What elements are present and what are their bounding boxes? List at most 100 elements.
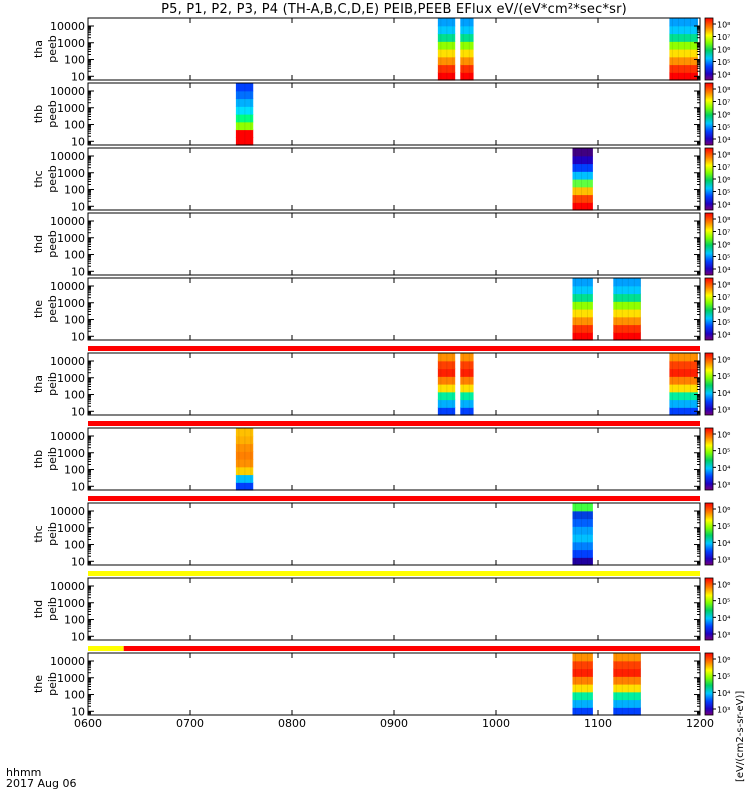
colorbar-tick-label: 10⁶ [717, 111, 730, 120]
data-block [669, 353, 698, 416]
panel-probe-label: tha [32, 375, 45, 393]
data-cell [572, 194, 593, 203]
data-cell [572, 518, 593, 527]
y-tick-label: 10 [71, 630, 85, 643]
data-cell [437, 64, 456, 73]
colorbar-tick-label: 10³ [717, 706, 730, 715]
panel-frame [87, 652, 701, 716]
panel-product-label: peeb [46, 100, 59, 128]
colorbar-tick-label: 10⁴ [717, 614, 730, 623]
y-tick-label: 100 [64, 614, 85, 627]
data-block [572, 278, 593, 341]
colorbar-tick-label: 10⁴ [717, 389, 730, 398]
data-cell [235, 474, 254, 483]
panel-frame [87, 352, 701, 416]
panel-frame [87, 17, 701, 81]
status-bar [88, 646, 700, 651]
data-cell [460, 391, 474, 401]
colorbar-tick-label: 10⁵ [717, 123, 730, 132]
data-cell [235, 114, 254, 123]
y-tick-label: 100 [64, 389, 85, 402]
data-cell [235, 121, 254, 131]
data-cell [460, 376, 474, 385]
colorbar-tick-label: 10³ [717, 406, 730, 415]
data-block [572, 653, 593, 716]
data-block [437, 353, 456, 416]
y-tick-label: 10 [71, 265, 85, 278]
colorbar-tick-label: 10⁷ [717, 163, 730, 172]
y-tick-label: 10 [71, 200, 85, 213]
y-tick-label: 10000 [50, 85, 85, 98]
panel-product-label: peib [46, 522, 59, 546]
panel-frame [87, 277, 701, 341]
data-cell [235, 443, 254, 452]
data-cell [572, 557, 593, 566]
y-tick-label: 1000 [57, 102, 85, 115]
panel-thb-peeb: 10 100 1000 10000 thb peeb 10⁴ 10⁵ 10⁶ 10⁷ 10⁸ [32, 82, 730, 148]
x-tick-label: 0900 [380, 717, 408, 730]
colorbar-tick-label: 10⁷ [717, 33, 730, 42]
panel-the-peeb: 10 100 1000 10000 the peeb 10⁴ 10⁵ 10⁶ 10⁷ 10⁸ [32, 277, 730, 343]
y-tick-label: 100 [64, 184, 85, 197]
panel-probe-label: thc [32, 525, 45, 542]
data-cell [572, 155, 593, 165]
y-tick-label: 10 [71, 135, 85, 148]
data-cell [460, 407, 474, 416]
data-cell [572, 171, 593, 180]
data-cell [572, 309, 593, 318]
data-cell [613, 316, 641, 326]
data-block [460, 18, 474, 81]
data-cell [460, 49, 474, 58]
panel-probe-label: thd [32, 600, 45, 618]
colorbar [704, 147, 714, 211]
colorbar-tick-label: 10⁶ [717, 656, 730, 665]
panel-product-label: peib [46, 672, 59, 696]
data-cell [437, 49, 456, 58]
y-tick-label: 10 [71, 705, 85, 718]
data-cell [613, 293, 641, 302]
colorbar-tick-label: 10⁵ [717, 597, 730, 606]
data-cell [572, 534, 593, 543]
data-cell [235, 435, 254, 445]
data-cell [669, 376, 698, 385]
data-cell [669, 64, 698, 73]
colorbar-tick-label: 10⁴ [717, 689, 730, 698]
status-segment-red [88, 346, 700, 351]
colorbar-tick-label: 10⁶ [717, 581, 730, 590]
panel-thc-peib: 10 100 1000 10000 thc peib 10³ 10⁴ 10⁵ 10⁶ [32, 502, 730, 568]
y-tick-label: 1000 [57, 167, 85, 180]
colorbar-tick-label: 10⁸ [717, 151, 730, 160]
data-cell [572, 668, 593, 677]
data-cell [669, 33, 698, 42]
panel-probe-label: the [32, 300, 45, 318]
colorbar-tick-label: 10⁵ [717, 522, 730, 531]
y-tick-label: 1000 [57, 522, 85, 535]
y-tick-label: 100 [64, 54, 85, 67]
data-cell [460, 353, 474, 362]
panel-product-label: peib [46, 447, 59, 471]
y-tick-label: 10 [71, 555, 85, 568]
data-cell [572, 684, 593, 693]
y-tick-label: 100 [64, 539, 85, 552]
colorbar-tick-label: 10⁵ [717, 372, 730, 381]
status-bar [88, 346, 700, 351]
colorbar [704, 212, 714, 276]
data-cell [613, 699, 641, 708]
colorbar-tick-label: 10⁴ [717, 71, 730, 80]
panel-product-label: peeb [46, 295, 59, 323]
data-cell [669, 368, 698, 377]
colorbar-tick-label: 10⁸ [717, 216, 730, 225]
panel-thd-peeb: 10 100 1000 10000 thd peeb 10⁴ 10⁵ 10⁶ 10⁷ 10⁸ [32, 212, 730, 278]
status-segment-red [88, 421, 700, 426]
data-cell [460, 384, 474, 393]
data-cell [460, 56, 474, 66]
data-cell [460, 18, 474, 27]
data-cell [572, 653, 593, 662]
data-cell [460, 64, 474, 73]
y-tick-label: 100 [64, 689, 85, 702]
y-tick-label: 100 [64, 314, 85, 327]
data-cell [613, 332, 641, 341]
y-tick-label: 1000 [57, 672, 85, 685]
colorbar-tick-label: 10⁸ [717, 86, 730, 95]
colorbar-tick-label: 10⁵ [717, 253, 730, 262]
